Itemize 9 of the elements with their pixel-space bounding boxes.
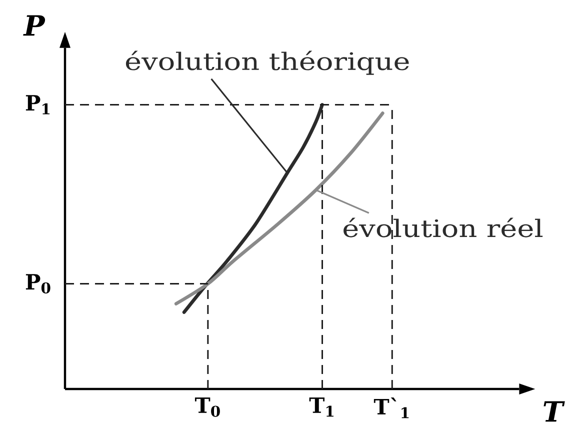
x-tick-label: T$_{0}$ <box>194 398 220 417</box>
legend-label: évolution réel <box>344 218 543 238</box>
x-tick-label: T`$_{1}$ <box>374 398 409 418</box>
y-tick-label: P$_{0}$ <box>26 274 50 294</box>
x-axis-title: T <box>544 401 565 422</box>
y-tick-label: P$_{1}$ <box>26 95 50 114</box>
y-axis-title: P <box>23 15 46 36</box>
x-tick-label: T$_{1}$ <box>309 398 334 417</box>
text: évolution théorique <box>126 50 409 75</box>
